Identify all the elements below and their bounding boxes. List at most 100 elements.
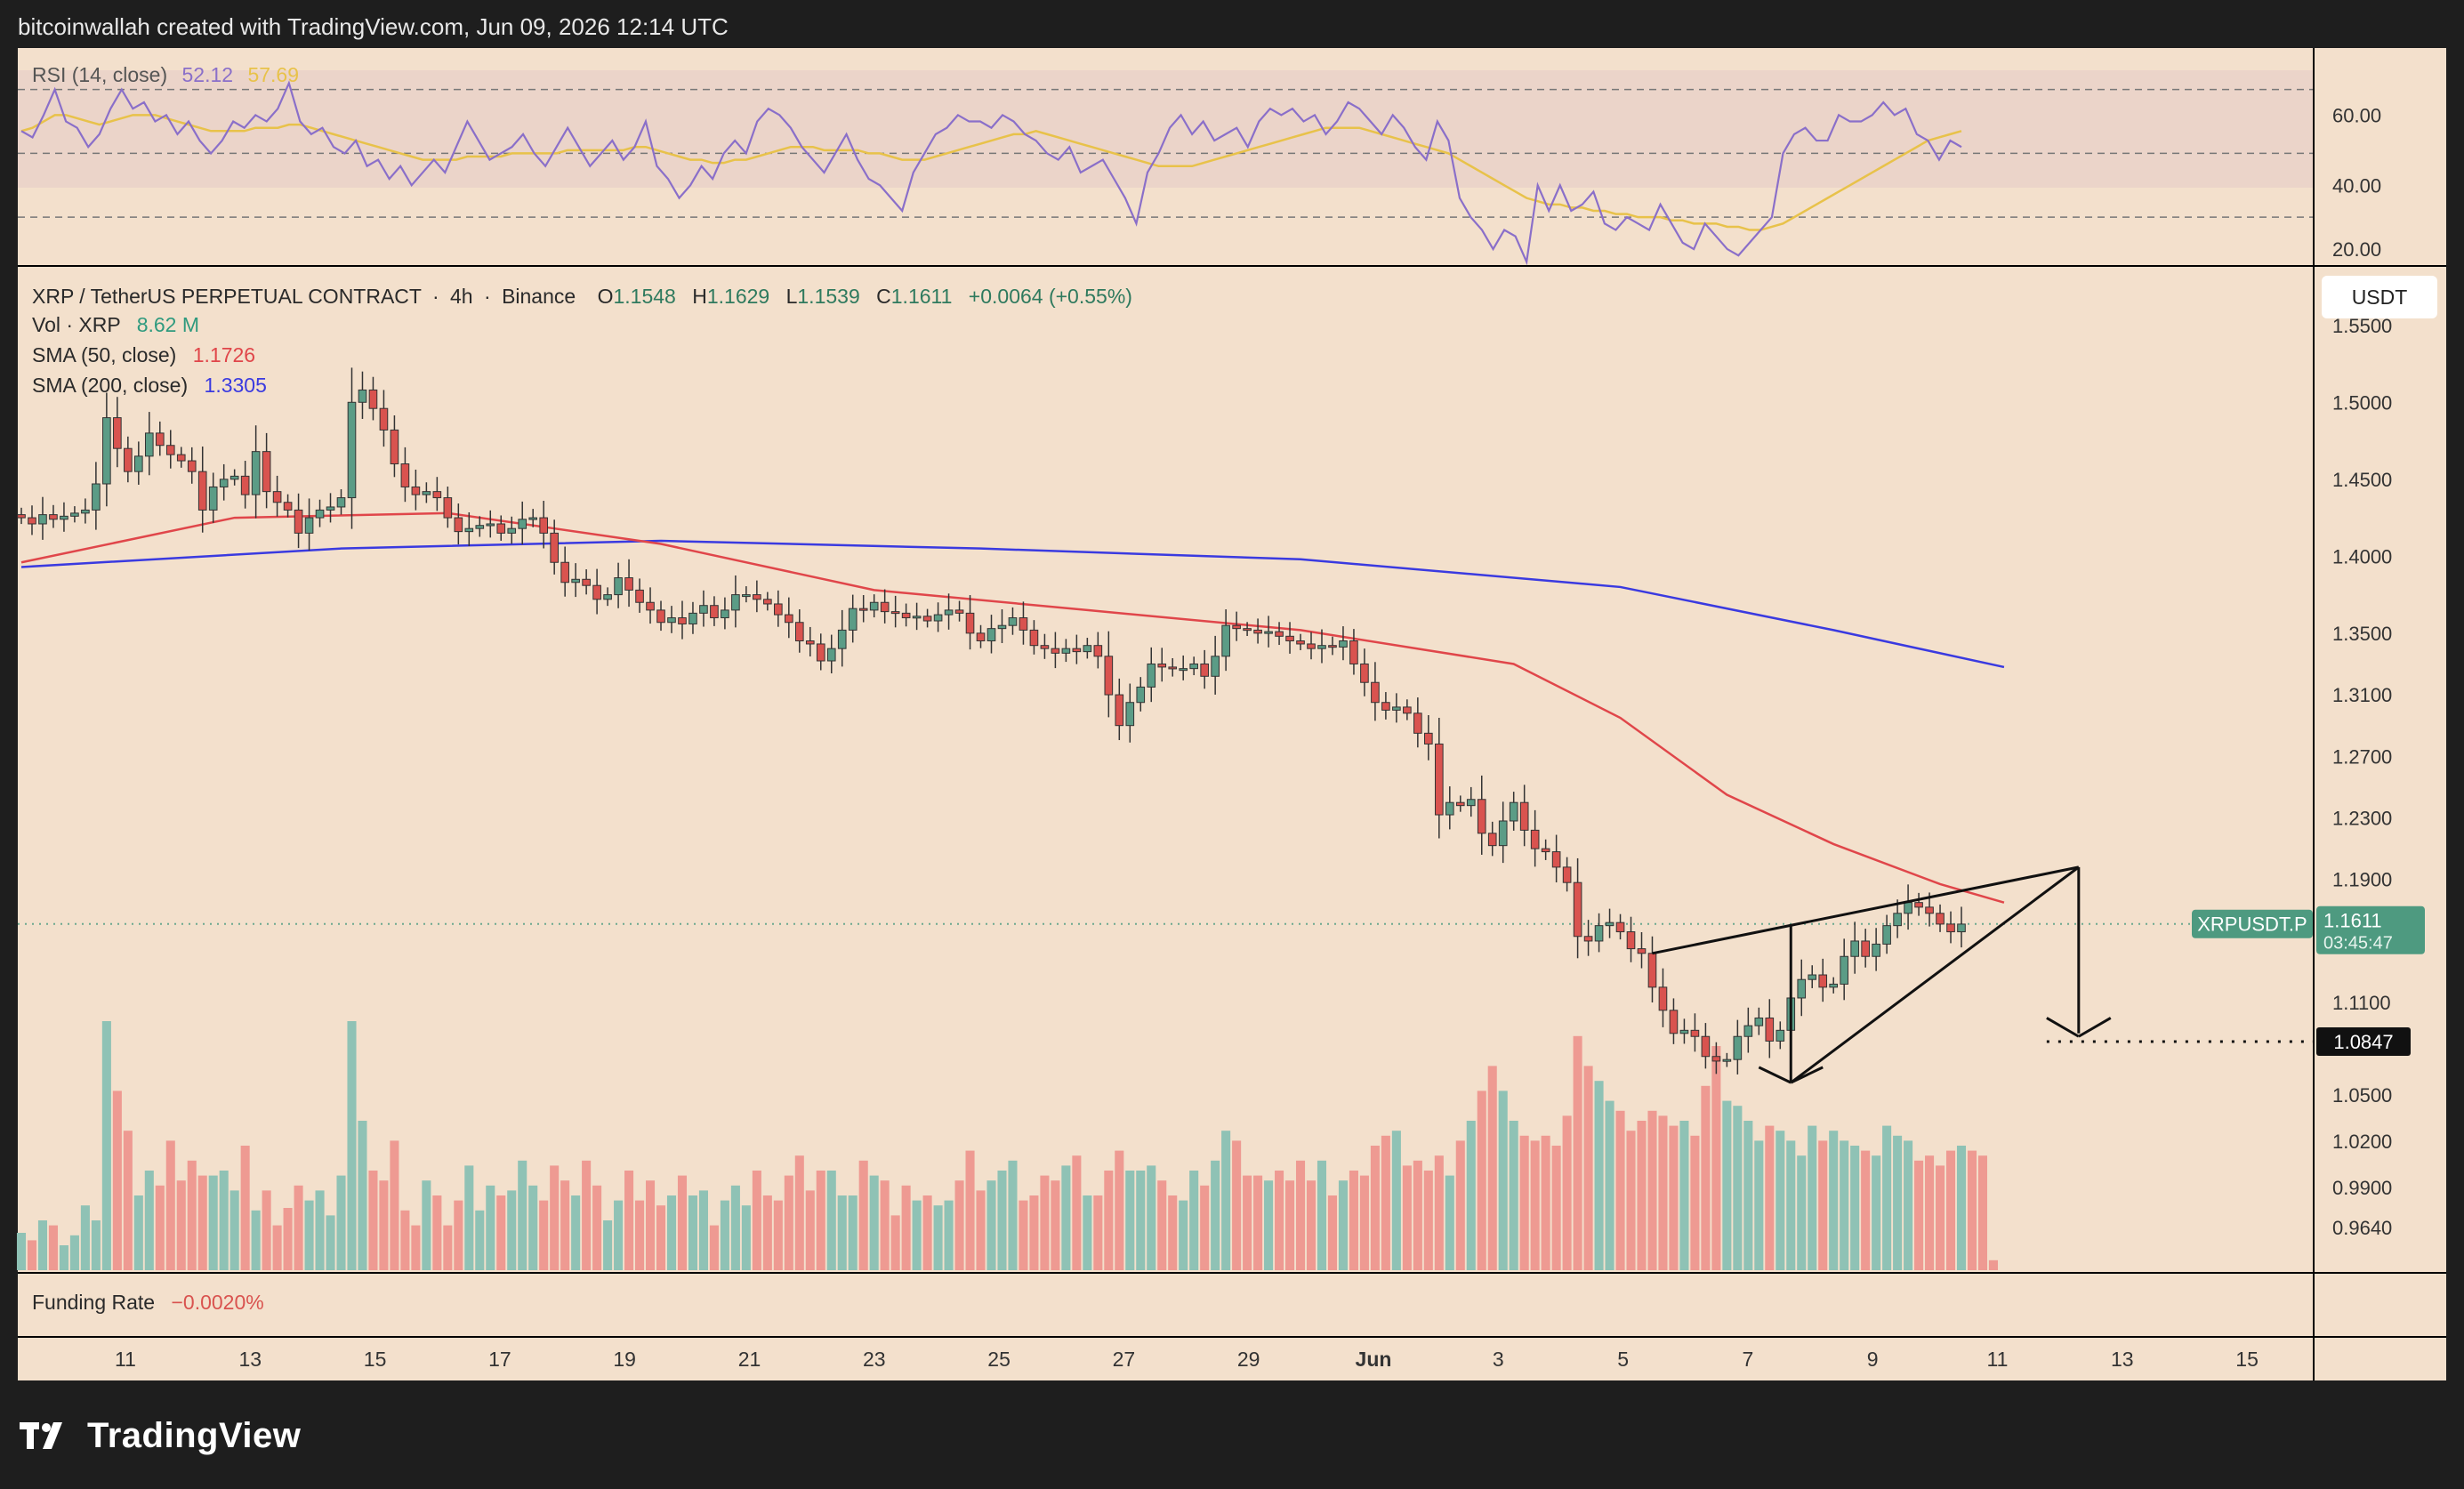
rsi-axis-ticks: 60.00 40.00 20.00 <box>2332 104 2381 261</box>
volume-bar <box>869 1175 879 1270</box>
rsi-tick-label: 60.00 <box>2332 104 2381 126</box>
candle-body <box>294 509 303 534</box>
volume-bar <box>208 1175 218 1270</box>
wedge-line <box>1652 865 2080 955</box>
candle-body <box>1424 732 1433 744</box>
funding-pane[interactable] <box>18 1274 2313 1336</box>
candle-body <box>1530 829 1540 849</box>
candle-body <box>635 589 644 603</box>
currency-button[interactable]: USDT <box>2322 276 2437 318</box>
exchange: Binance <box>502 285 576 308</box>
time-tick-label: 13 <box>239 1348 262 1371</box>
candle-body <box>997 624 1007 630</box>
interval: 4h <box>450 285 473 308</box>
time-axis[interactable] <box>18 1338 2313 1380</box>
candle-body <box>1637 948 1647 954</box>
price-tick-label: 1.5000 <box>2332 391 2392 414</box>
volume-bar <box>858 1160 868 1270</box>
volume-bar <box>1904 1140 1913 1270</box>
last-price-label: XRPUSDT.P 1.1611 03:45:47 <box>2192 905 2425 954</box>
volume-bar <box>1690 1135 1700 1270</box>
volume-bar <box>1147 1165 1156 1270</box>
volume-bar <box>1466 1121 1476 1270</box>
symbol-legend: XRP / TetherUS PERPETUAL CONTRACT · 4h ·… <box>32 285 1132 308</box>
rsi <box>20 80 1962 266</box>
volume-bar <box>59 1245 68 1270</box>
candle-body <box>1861 940 1870 957</box>
time-tick-label: 27 <box>1113 1348 1136 1371</box>
volume-bar <box>251 1210 261 1270</box>
volume-bar <box>1647 1110 1657 1270</box>
candle-body <box>742 594 751 598</box>
volume-bar <box>219 1171 229 1270</box>
candle-body <box>1477 799 1486 834</box>
volume-bar <box>272 1225 282 1270</box>
candle-body <box>486 523 495 527</box>
volume-bar <box>752 1171 761 1270</box>
volume-bar <box>1381 1135 1390 1270</box>
volume-bar <box>304 1200 314 1270</box>
candle-body <box>933 614 943 622</box>
volume-bar <box>805 1190 815 1270</box>
volume-legend: Vol · XRP 8.62 M <box>32 313 199 336</box>
tradingview-brand[interactable]: TradingView <box>20 1413 301 1459</box>
candle-body <box>1647 953 1657 988</box>
currency-label[interactable]: USDT <box>2352 286 2408 309</box>
candle-body <box>496 523 506 534</box>
candle-body <box>70 512 79 517</box>
price-pane[interactable] <box>18 267 2313 1272</box>
volume-bar <box>155 1185 165 1270</box>
sma200-line <box>20 539 2005 669</box>
sma200-legend: SMA (200, close) 1.3305 <box>32 374 267 397</box>
candles <box>17 367 1966 1074</box>
volume-bar <box>592 1185 602 1270</box>
volume-bar <box>1189 1171 1199 1270</box>
volume-bar <box>1349 1171 1358 1270</box>
volume-bar <box>1445 1175 1454 1270</box>
price-tick-label: 0.9900 <box>2332 1177 2392 1199</box>
candle-body <box>1317 645 1326 649</box>
candle-body <box>656 609 665 624</box>
wedge-line <box>1790 1066 1824 1084</box>
candle-body <box>1829 983 1839 988</box>
volume-bar <box>571 1195 581 1270</box>
candle-body <box>1818 974 1828 988</box>
volume-bar <box>741 1205 751 1270</box>
volume-bar <box>1136 1171 1146 1270</box>
volume-bar <box>645 1180 656 1270</box>
volume-bar <box>507 1190 517 1270</box>
volume-bar <box>762 1195 772 1270</box>
candle-body <box>1296 640 1305 645</box>
volume-bar <box>1977 1155 1987 1270</box>
candle-body <box>1594 925 1604 942</box>
candle-body <box>1381 702 1390 711</box>
price-tick-label: 1.0200 <box>2332 1131 2392 1153</box>
volume-bar <box>1019 1200 1028 1270</box>
candle-body <box>1243 628 1252 632</box>
candle-body <box>49 514 58 520</box>
time-tick-label: 15 <box>2235 1348 2259 1371</box>
volume-bar <box>1487 1066 1497 1270</box>
candle-body <box>699 605 708 614</box>
candle-body <box>1253 629 1262 634</box>
volume-bar <box>411 1225 421 1270</box>
candle-body <box>688 612 697 624</box>
price-tick-label: 1.0500 <box>2332 1084 2392 1107</box>
volume-bar <box>933 1205 943 1270</box>
volume-bar <box>890 1215 900 1270</box>
candle-body <box>1147 663 1156 688</box>
volume-bar <box>1786 1140 1796 1270</box>
candle-body <box>667 617 676 624</box>
volume-bar <box>1797 1155 1807 1270</box>
volume-bar <box>954 1180 964 1270</box>
volume-bar <box>37 1220 48 1270</box>
candle-body <box>1872 943 1880 957</box>
candle-body <box>134 455 143 472</box>
volume-bar <box>539 1200 549 1270</box>
volume-bar <box>901 1185 911 1270</box>
volume-bar <box>464 1165 474 1270</box>
candle-body <box>1125 702 1135 727</box>
volume-bar <box>837 1195 847 1270</box>
candle-body <box>721 609 729 619</box>
